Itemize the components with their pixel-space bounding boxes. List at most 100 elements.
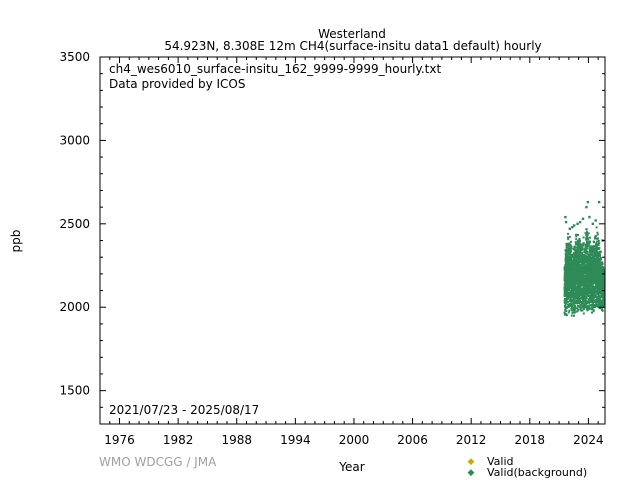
data-point [566,284,569,287]
data-point [586,277,589,280]
data-point [587,232,590,235]
data-point [579,279,581,282]
data-point [573,261,575,264]
data-point [584,232,587,235]
data-point [601,279,603,282]
data-point [581,295,584,298]
data-point [578,264,581,267]
data-point [567,277,570,279]
data-point [581,248,584,251]
data-point [568,293,571,296]
data-point [577,264,580,267]
data-point [590,263,593,266]
data-point [576,282,579,285]
data-point [563,269,566,271]
data-point [573,301,576,303]
data-point [576,222,579,225]
data-point [568,295,571,298]
data-point [601,261,604,264]
data-point [582,290,585,293]
data-point [603,300,606,303]
data-point [596,267,599,270]
data-point [567,287,570,289]
data-point [572,248,575,251]
data-point [565,265,568,268]
data-point [578,267,580,269]
data-point [565,283,568,286]
data-point [577,308,580,311]
x-tick-label: 1976 [104,433,135,447]
data-point [567,249,570,252]
data-point [572,289,575,292]
data-point [573,314,575,317]
data-point [587,291,590,294]
data-point [584,281,587,284]
data-point [588,271,591,274]
data-point [567,259,570,262]
data-point [563,276,566,279]
data-point [571,276,574,279]
data-point [584,266,587,269]
data-point [579,304,582,306]
data-point [568,266,571,269]
data-point [585,205,588,209]
data-point [591,292,594,295]
data-point [587,261,590,264]
data-point [563,285,566,288]
data-point [595,303,597,306]
data-point [591,260,594,263]
data-point [593,260,596,263]
data-point [598,242,601,245]
data-point [578,277,581,280]
data-point [585,249,587,252]
data-point [574,289,577,292]
data-point [592,303,595,306]
data-point [592,262,595,265]
data-point [590,303,593,306]
data-point [575,281,578,284]
data-point [592,306,595,309]
data-point [601,281,604,283]
data-point [568,242,571,245]
data-point [588,256,591,259]
data-point [567,269,570,272]
data-point [577,245,580,248]
data-point [586,280,589,283]
data-point [566,255,569,258]
data-point [591,261,594,264]
data-point [571,300,574,303]
data-point [591,222,594,225]
data-point [585,268,588,271]
data-point [584,288,587,291]
data-point [601,296,604,299]
data-point [591,269,594,272]
data-point [597,251,600,254]
data-point [569,254,572,257]
data-point [600,292,603,295]
data-point [580,257,583,260]
data-point [566,275,569,278]
data-point [580,307,583,310]
data-point [600,289,603,292]
data-point [575,268,578,271]
data-point [581,261,583,263]
data-point [594,262,597,265]
data-point [587,259,589,262]
data-point [576,284,579,287]
data-point [564,297,566,300]
data-point [598,268,601,271]
data-point [592,296,595,299]
data-point [577,289,580,291]
data-point [598,280,601,283]
data-point [569,260,572,263]
data-point [595,278,598,281]
data-point [570,281,572,284]
data-point [580,304,583,307]
data-point [588,284,591,287]
data-point [595,275,598,278]
data-point [594,293,597,296]
data-point [601,309,604,312]
data-point [580,302,583,305]
y-tick-label: 2500 [59,217,90,231]
data-point [576,275,579,278]
